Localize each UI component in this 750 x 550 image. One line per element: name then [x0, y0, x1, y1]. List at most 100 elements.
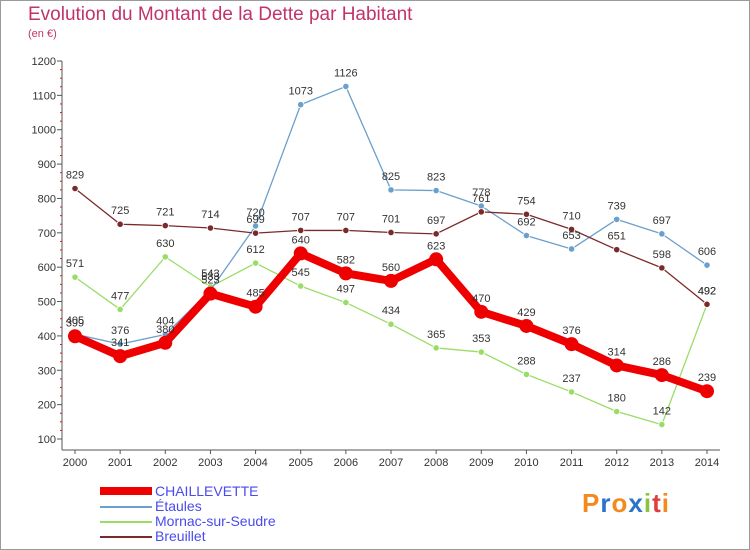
data-label-mornac-sur-seudre: 545 — [292, 267, 310, 279]
data-point-breuillet — [658, 264, 666, 272]
x-tick-label: 2007 — [379, 457, 403, 469]
data-label-breuillet: 710 — [562, 210, 580, 222]
data-point-breuillet — [477, 208, 485, 216]
x-tick-label: 2003 — [198, 457, 222, 469]
data-point-mornac-sur-seudre — [567, 388, 576, 396]
legend-swatch-chaillevette — [100, 487, 152, 495]
data-label-mornac-sur-seudre: 237 — [562, 373, 580, 385]
data-label-chaillevette: 582 — [337, 254, 355, 266]
y-tick-label: 400 — [38, 331, 56, 343]
data-point-etaules — [432, 186, 440, 195]
data-point-mornac-sur-seudre — [251, 259, 260, 267]
data-point-etaules — [613, 215, 621, 224]
y-tick-label: 1100 — [32, 90, 56, 102]
data-label-mornac-sur-seudre: 612 — [246, 244, 264, 256]
data-label-etaules: 1073 — [288, 86, 312, 98]
data-point-chaillevette — [609, 358, 624, 373]
legend-label-mornac: Mornac-sur-Seudre — [155, 513, 276, 529]
data-point-breuillet — [342, 226, 350, 235]
data-label-etaules: 1126 — [334, 67, 358, 79]
data-label-chaillevette: 470 — [472, 293, 490, 305]
x-tick-label: 2005 — [288, 457, 312, 469]
data-label-mornac-sur-seudre: 142 — [653, 406, 671, 418]
data-point-chaillevette — [384, 273, 398, 288]
y-tick-label: 1000 — [32, 125, 56, 137]
data-label-mornac-sur-seudre: 353 — [472, 333, 490, 345]
data-label-breuillet: 721 — [156, 207, 174, 219]
data-label-etaules: 823 — [427, 172, 445, 184]
data-point-etaules — [658, 230, 666, 238]
data-point-mornac-sur-seudre — [522, 370, 531, 378]
data-label-mornac-sur-seudre: 434 — [382, 305, 400, 317]
data-point-chaillevette — [654, 368, 669, 383]
data-point-chaillevette — [564, 337, 579, 352]
data-label-mornac-sur-seudre: 630 — [156, 238, 174, 250]
x-tick-label: 2011 — [560, 457, 584, 469]
logo-letter: t — [652, 488, 662, 518]
legend-swatch-mornac — [100, 521, 152, 523]
data-point-mornac-sur-seudre — [432, 344, 440, 352]
data-label-chaillevette: 429 — [517, 307, 535, 319]
data-label-mornac-sur-seudre: 571 — [66, 258, 84, 270]
data-label-etaules: 692 — [517, 217, 535, 229]
y-tick-label: 800 — [38, 193, 56, 205]
data-label-mornac-sur-seudre: 288 — [517, 355, 535, 367]
data-point-breuillet — [71, 184, 79, 193]
chart-title: Evolution du Montant de la Dette par Hab… — [28, 4, 413, 25]
data-label-breuillet: 697 — [427, 215, 445, 227]
data-point-mornac-sur-seudre — [387, 320, 395, 328]
x-tick-label: 2004 — [243, 457, 267, 469]
data-point-mornac-sur-seudre — [297, 282, 305, 290]
data-label-mornac-sur-seudre: 477 — [111, 290, 129, 302]
x-tick-label: 2001 — [108, 457, 132, 469]
y-tick-label: 500 — [38, 297, 56, 309]
legend-label-breuillet: Breuillet — [155, 528, 206, 544]
x-tick-label: 2009 — [469, 457, 493, 469]
data-label-etaules: 376 — [111, 325, 129, 337]
data-point-chaillevette — [68, 329, 82, 344]
data-label-chaillevette: 485 — [246, 288, 264, 300]
y-tick-label: 1200 — [32, 56, 56, 68]
data-label-etaules: 825 — [382, 171, 400, 183]
logo-letter: x — [628, 488, 644, 518]
data-point-etaules — [342, 82, 350, 91]
data-point-chaillevette — [700, 384, 714, 399]
data-point-breuillet — [567, 225, 576, 233]
logo-letter: i — [643, 488, 653, 518]
x-tick-label: 2014 — [695, 457, 719, 469]
data-label-etaules: 739 — [608, 200, 626, 212]
data-label-etaules: 404 — [156, 316, 174, 328]
data-point-chaillevette — [293, 246, 308, 261]
logo-letter: r — [600, 488, 612, 518]
data-label-etaules: 653 — [562, 230, 580, 242]
data-label-chaillevette: 380 — [156, 324, 174, 336]
data-label-chaillevette: 640 — [292, 234, 310, 246]
data-label-mornac-sur-seudre: 180 — [608, 393, 626, 405]
data-label-breuillet: 701 — [382, 213, 400, 225]
data-point-chaillevette — [429, 252, 444, 267]
data-label-breuillet: 829 — [66, 169, 84, 181]
data-label-etaules: 778 — [472, 187, 490, 199]
data-point-breuillet — [161, 222, 169, 230]
data-label-breuillet: 707 — [337, 211, 355, 223]
data-label-breuillet: 651 — [608, 231, 626, 243]
data-label-chaillevette: 239 — [698, 372, 716, 384]
data-point-breuillet — [297, 226, 305, 235]
data-point-chaillevette — [338, 266, 353, 281]
data-point-breuillet — [116, 220, 124, 228]
data-point-etaules — [116, 340, 124, 348]
data-point-mornac-sur-seudre — [658, 420, 666, 429]
data-point-breuillet — [251, 229, 260, 237]
data-label-mornac-sur-seudre: 492 — [698, 285, 716, 297]
data-point-mornac-sur-seudre — [477, 348, 485, 356]
logo-letter: o — [611, 488, 629, 518]
data-point-mornac-sur-seudre — [116, 305, 124, 314]
data-point-breuillet — [613, 246, 621, 254]
data-label-breuillet: 725 — [111, 205, 129, 217]
data-label-breuillet: 707 — [292, 211, 310, 223]
logo-letter: P — [582, 488, 601, 518]
x-tick-label: 2012 — [604, 457, 628, 469]
y-tick-label: 900 — [38, 159, 56, 171]
y-tick-label: 600 — [38, 262, 56, 274]
